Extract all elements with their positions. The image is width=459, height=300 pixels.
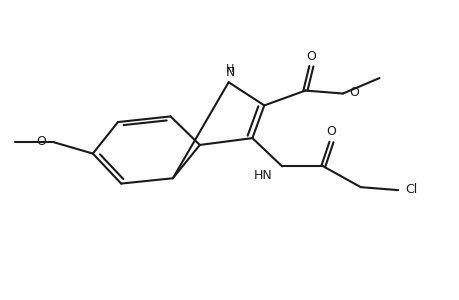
Text: Cl: Cl [404, 183, 416, 196]
Text: O: O [348, 86, 358, 99]
Text: HN: HN [253, 169, 271, 182]
Text: O: O [36, 135, 45, 148]
Text: O: O [326, 125, 336, 138]
Text: N: N [225, 66, 234, 79]
Text: H: H [225, 64, 234, 74]
Text: O: O [306, 50, 316, 63]
